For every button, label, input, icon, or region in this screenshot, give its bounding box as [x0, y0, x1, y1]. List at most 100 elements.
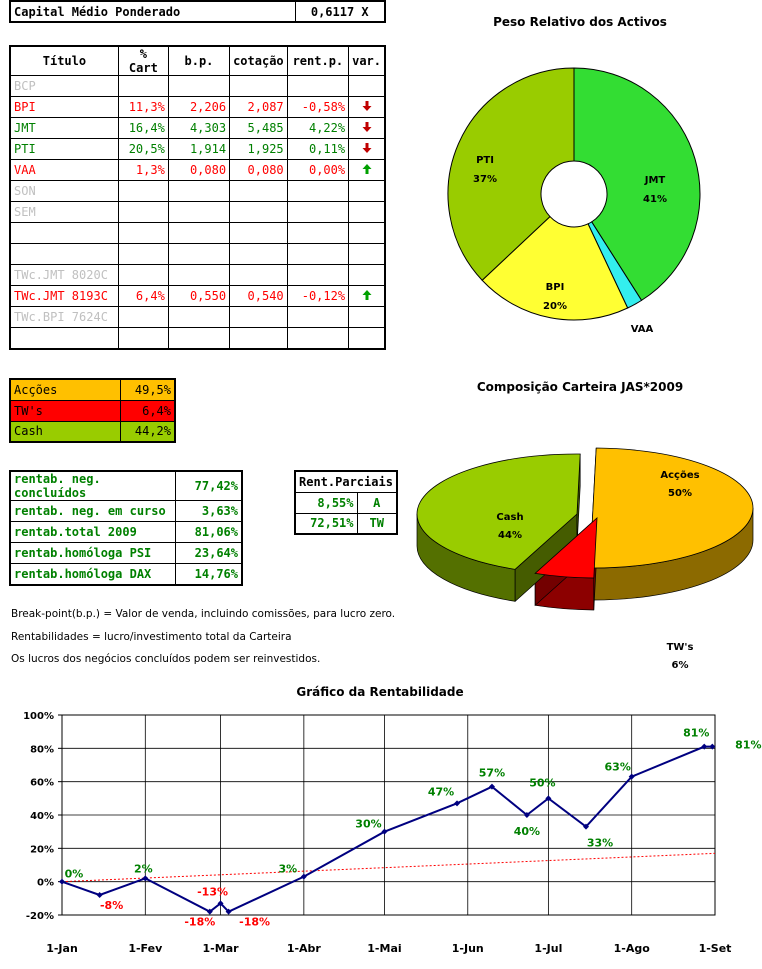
row-cart: 11,3% [117, 96, 169, 118]
row-title: PTI [9, 138, 119, 160]
row-rent: 4,22% [286, 117, 350, 139]
note-lucros: Os lucros dos negócios concluídos podem … [11, 653, 321, 665]
returns-row: rentab.homóloga DAX 14,76% [9, 563, 243, 585]
data-label: -18% [184, 916, 215, 929]
row-cot [229, 75, 288, 97]
arrow-down-icon [348, 96, 386, 118]
table-row: PTI 20,5% 1,914 1,925 0,11% [9, 138, 386, 160]
table-row: SON [9, 180, 386, 202]
series-marker [523, 812, 530, 818]
pie3d-slice-0 [589, 447, 754, 569]
row-rent [286, 243, 350, 265]
row-rent: -0,12% [286, 285, 350, 307]
row-var [348, 201, 386, 223]
table-row: BCP [9, 75, 386, 97]
series-marker [217, 900, 224, 907]
row-cot: 0,540 [229, 285, 288, 307]
row-rent: 0,11% [286, 138, 350, 160]
returns-label: rentab.homóloga PSI [9, 542, 176, 564]
row-bp [167, 201, 231, 223]
data-label: 57% [479, 767, 505, 780]
trend-line [61, 852, 716, 883]
data-label: 30% [355, 818, 381, 831]
series-marker [545, 795, 552, 802]
row-cot: 0,080 [229, 159, 288, 181]
row-title: VAA [9, 159, 119, 181]
row-cot [229, 243, 288, 265]
row-var [348, 75, 386, 97]
row-cart [117, 327, 169, 349]
row-title [9, 222, 119, 244]
pie3d-slice-2 [416, 453, 581, 570]
x-tick-label: 1-Jun [452, 942, 484, 955]
data-label: 81% [735, 739, 761, 752]
data-label: 50% [529, 776, 555, 789]
row-rent [286, 306, 350, 328]
row-cart [117, 264, 169, 286]
row-cart [117, 306, 169, 328]
row-cart [117, 201, 169, 223]
x-tick-label: 1-Mar [203, 942, 240, 955]
row-title [9, 327, 119, 349]
y-tick-label: 100% [23, 711, 54, 722]
allocation-row: TW's 6,4% [9, 399, 176, 422]
pie3d-percent: 44% [498, 530, 522, 541]
row-rent: -0,58% [286, 96, 350, 118]
data-label: 81% [683, 727, 709, 740]
row-bp: 1,914 [167, 138, 231, 160]
returns-row: rentab.homóloga PSI 23,64% [9, 542, 243, 564]
allocation-table: Acções 49,5% TW's 6,4% Cash 44,2% [9, 378, 176, 443]
capital-table: Capital Médio Ponderado 0,6117 X [9, 0, 386, 23]
3d-pie-chart: Acções 50% TW's 6% Cash 44% [416, 447, 754, 670]
doughnut-percent: 37% [473, 174, 497, 185]
series-marker [206, 908, 213, 915]
row-rent [286, 201, 350, 223]
row-bp: 0,080 [167, 159, 231, 181]
returns-value: 14,76% [174, 563, 243, 585]
pie3d-percent: 6% [672, 660, 689, 670]
row-rent [286, 264, 350, 286]
data-label: 0% [65, 868, 84, 881]
partials-value-a: 8,55% [294, 491, 358, 514]
partials-header: Rent.Parciais [294, 470, 398, 493]
series-marker [628, 773, 635, 780]
chart-title-rentabilidade: Gráfico da Rentabilidade [296, 685, 464, 699]
row-cart: 16,4% [117, 117, 169, 139]
row-bp [167, 306, 231, 328]
returns-row: rentab.total 2009 81,06% [9, 521, 243, 543]
doughnut-slice-pti [447, 67, 575, 281]
row-cart: 6,4% [117, 285, 169, 307]
row-rent [286, 75, 350, 97]
row-title: SON [9, 180, 119, 202]
note-breakpoint: Break-point(b.p.) = Valor de venda, incl… [11, 608, 396, 620]
allocation-label: Acções [9, 378, 121, 401]
arrow-down-icon [348, 117, 386, 139]
doughnut-label: PTI [476, 155, 494, 166]
doughnut-slice-jmt [573, 67, 701, 302]
row-cart: 1,3% [117, 159, 169, 181]
returns-value: 81,06% [174, 521, 243, 543]
col-header-cotacao: cotação [229, 45, 288, 76]
row-bp [167, 222, 231, 244]
row-title: SEM [9, 201, 119, 223]
doughnut-slice-bpi [481, 215, 629, 321]
returns-row: rentab. neg. em curso 3,63% [9, 500, 243, 522]
arrow-down-icon [348, 138, 386, 160]
row-bp [167, 180, 231, 202]
data-label: 63% [605, 761, 631, 774]
series-marker [225, 908, 232, 915]
series-line [61, 745, 713, 913]
data-label: -13% [197, 885, 228, 898]
row-var [348, 327, 386, 349]
doughnut-label: BPI [546, 282, 565, 293]
x-tick-label: 1-Jan [46, 942, 78, 955]
returns-table: rentab. neg. concluídos 77,42% rentab. neg… [9, 470, 243, 586]
row-var [348, 222, 386, 244]
row-rent [286, 327, 350, 349]
partials-tag-a: A [356, 491, 398, 514]
data-label: -18% [239, 916, 270, 929]
table-row: TWc.JMT 8020C [9, 264, 386, 286]
series-marker [59, 878, 65, 885]
allocation-value: 44,2% [119, 420, 176, 443]
table-row: SEM [9, 201, 386, 223]
